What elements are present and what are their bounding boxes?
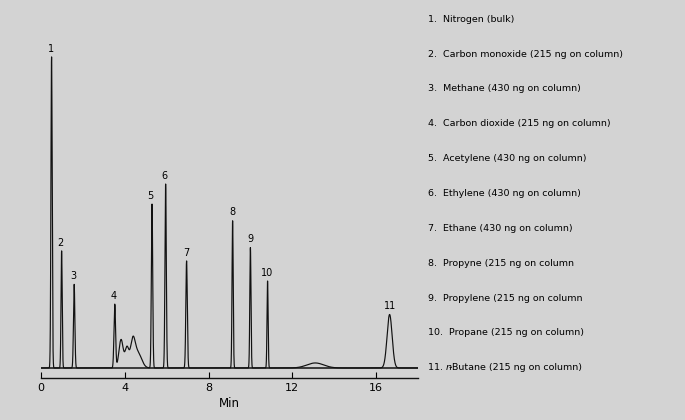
Text: 7.  Ethane (430 ng on column): 7. Ethane (430 ng on column) bbox=[428, 224, 573, 233]
Text: 2: 2 bbox=[58, 238, 64, 247]
Text: 2.  Carbon monoxide (215 ng on column): 2. Carbon monoxide (215 ng on column) bbox=[428, 50, 623, 58]
Text: 6.  Ethylene (430 ng on column): 6. Ethylene (430 ng on column) bbox=[428, 189, 581, 198]
Text: n: n bbox=[446, 363, 452, 372]
Text: 1.  Nitrogen (bulk): 1. Nitrogen (bulk) bbox=[428, 15, 514, 24]
X-axis label: Min: Min bbox=[219, 397, 240, 410]
Text: 3.  Methane (430 ng on column): 3. Methane (430 ng on column) bbox=[428, 84, 581, 93]
Text: 11.: 11. bbox=[428, 363, 449, 372]
Text: 8: 8 bbox=[229, 207, 235, 218]
Text: 4.  Carbon dioxide (215 ng on column): 4. Carbon dioxide (215 ng on column) bbox=[428, 119, 611, 128]
Text: 9.  Propylene (215 ng on column: 9. Propylene (215 ng on column bbox=[428, 294, 583, 302]
Text: 11: 11 bbox=[384, 301, 396, 311]
Text: 3: 3 bbox=[71, 271, 77, 281]
Text: 5.  Acetylene (430 ng on column): 5. Acetylene (430 ng on column) bbox=[428, 154, 586, 163]
Text: 1: 1 bbox=[48, 44, 54, 54]
Text: 5: 5 bbox=[148, 191, 154, 201]
Text: 7: 7 bbox=[183, 248, 189, 257]
Text: 4: 4 bbox=[110, 291, 116, 301]
Text: 6: 6 bbox=[162, 171, 167, 181]
Text: -Butane (215 ng on column): -Butane (215 ng on column) bbox=[449, 363, 582, 372]
Text: 9: 9 bbox=[247, 234, 253, 244]
Text: 8.  Propyne (215 ng on column: 8. Propyne (215 ng on column bbox=[428, 259, 574, 268]
Text: 10: 10 bbox=[261, 268, 273, 278]
Text: 10.  Propane (215 ng on column): 10. Propane (215 ng on column) bbox=[428, 328, 584, 337]
